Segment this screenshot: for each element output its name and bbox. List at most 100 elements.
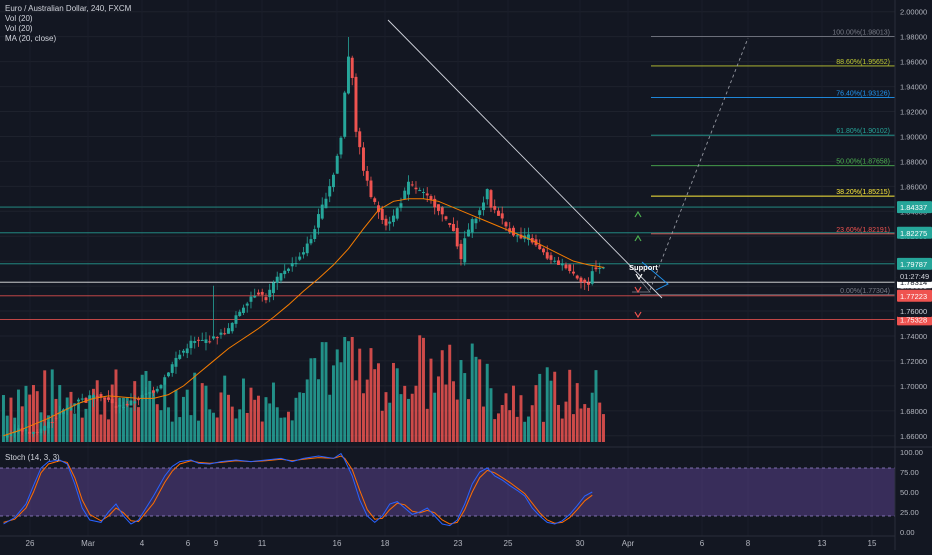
candle-body (227, 328, 230, 334)
candle-body (80, 398, 84, 400)
candle-body (519, 234, 523, 239)
volume-bar (107, 419, 110, 442)
volume-bar (583, 404, 587, 442)
time-tick-label: 11 (258, 539, 267, 548)
price-tick-label: 2.00000 (900, 8, 927, 17)
projection-line (649, 37, 749, 291)
candle-body (174, 357, 178, 367)
candle-body (163, 377, 167, 385)
time-tick-label: 25 (504, 539, 513, 548)
candles (5, 37, 605, 443)
candle-body (114, 405, 118, 408)
time-tick-label: 13 (818, 539, 827, 548)
candle-body (47, 421, 50, 429)
volume-bar (65, 397, 69, 442)
candle-body (579, 277, 583, 283)
fibonacci-label: 100.00%(1.98013) (832, 30, 890, 37)
candle-body (223, 333, 227, 335)
volume-bar (470, 343, 474, 442)
candle-body (365, 171, 369, 181)
candle-body (380, 208, 384, 220)
candle-body (444, 216, 448, 220)
candle-body (568, 264, 572, 271)
volume-bar (238, 409, 242, 442)
candle-body (478, 210, 482, 215)
candle-body (557, 260, 560, 265)
candle-body (234, 315, 238, 324)
candle-body (463, 238, 467, 263)
stochastic-k-line (3, 452, 593, 527)
candle-body (343, 92, 347, 137)
candle-body (590, 271, 594, 284)
candle-body (512, 227, 515, 236)
volume-bar (302, 392, 305, 442)
candle-body (320, 204, 324, 219)
candle-body (50, 421, 54, 423)
volume-bar (579, 408, 583, 442)
candle-body (515, 235, 519, 237)
candle-body (302, 252, 305, 255)
volume-bar (508, 410, 512, 442)
candle-body (35, 431, 39, 433)
candle-body (440, 207, 444, 215)
candle-body (399, 203, 403, 208)
candle-body (238, 311, 242, 316)
volume-bar (227, 394, 230, 442)
price-badges: 1.84337 1.82275 1.79787 1.78314 1.77223 1.753… (897, 201, 932, 326)
candle-body (279, 273, 283, 281)
volume-bar (358, 348, 362, 442)
volume-bar (245, 412, 249, 442)
candle-body (388, 221, 392, 224)
candle-body (467, 229, 470, 237)
candle-body (347, 56, 350, 94)
volume-bar (249, 387, 253, 442)
stochastic-legend: Stoch (14, 3, 3) (5, 453, 60, 462)
candle-body (350, 57, 354, 79)
countdown-badge-bg (897, 269, 932, 282)
price-tick-label: 1.96000 (900, 58, 927, 67)
volume-bar (587, 407, 590, 442)
candle-body (264, 297, 268, 301)
volume-bar (92, 388, 95, 442)
volume-bar (317, 379, 320, 442)
volume-bar (343, 337, 347, 442)
volume-bar (549, 380, 553, 442)
candle-body (414, 187, 418, 190)
volume-bar (28, 394, 32, 442)
candle-body (20, 428, 24, 432)
volume-bar (189, 415, 193, 442)
volume-bar (144, 371, 148, 442)
volume-bar (534, 385, 538, 442)
candle-body (545, 252, 549, 259)
time-tick-label: 6 (186, 539, 191, 548)
candle-body (178, 354, 182, 359)
countdown-badge: 01:27:49 (900, 272, 929, 281)
candle-body (474, 218, 478, 224)
legend-volume-2: Vol (20) (5, 24, 33, 33)
candle-body (125, 403, 129, 406)
volume-bar (182, 396, 185, 442)
candle-body (422, 192, 425, 194)
candle-body (575, 275, 579, 279)
fibonacci-label: 61.80%(1.90102) (836, 128, 890, 135)
horizontal-levels (0, 206, 895, 320)
volume-bar (279, 417, 283, 442)
volume-bar (148, 380, 152, 442)
volume-bar (493, 419, 497, 442)
candle-body (73, 403, 77, 406)
volume-bar (392, 362, 395, 442)
level-price-badge: 1.84337 (900, 203, 927, 212)
candle-body (470, 219, 474, 233)
volume-bar (223, 375, 227, 442)
candle-body (489, 190, 493, 208)
candle-body (167, 372, 170, 377)
candle-body (298, 256, 302, 260)
candle-body (107, 397, 110, 400)
volume-bar (35, 391, 39, 442)
time-axis: 26 Mar 4 6 9 11 16 18 23 25 30 Apr 6 8 13 15 (0, 535, 895, 548)
fibonacci-label: 38.20%(1.85215) (836, 189, 890, 196)
candle-body (197, 339, 200, 341)
volume-bar (170, 421, 174, 442)
